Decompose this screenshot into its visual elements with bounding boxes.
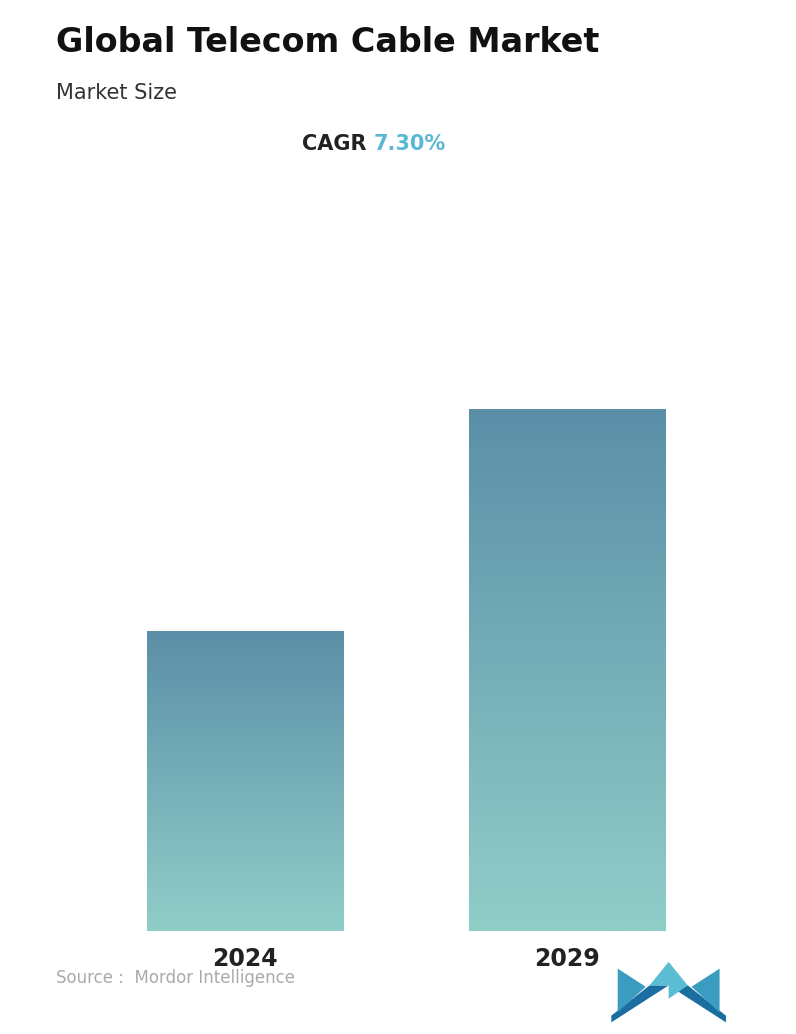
Polygon shape <box>618 969 646 1012</box>
Text: 7.30%: 7.30% <box>374 134 447 154</box>
Text: Global Telecom Cable Market: Global Telecom Cable Market <box>56 26 599 59</box>
Polygon shape <box>669 962 726 1023</box>
Text: Market Size: Market Size <box>56 83 177 102</box>
Polygon shape <box>611 962 669 1023</box>
Polygon shape <box>692 969 720 1012</box>
Text: CAGR: CAGR <box>302 134 366 154</box>
Polygon shape <box>650 962 688 999</box>
Text: Source :  Mordor Intelligence: Source : Mordor Intelligence <box>56 970 295 987</box>
